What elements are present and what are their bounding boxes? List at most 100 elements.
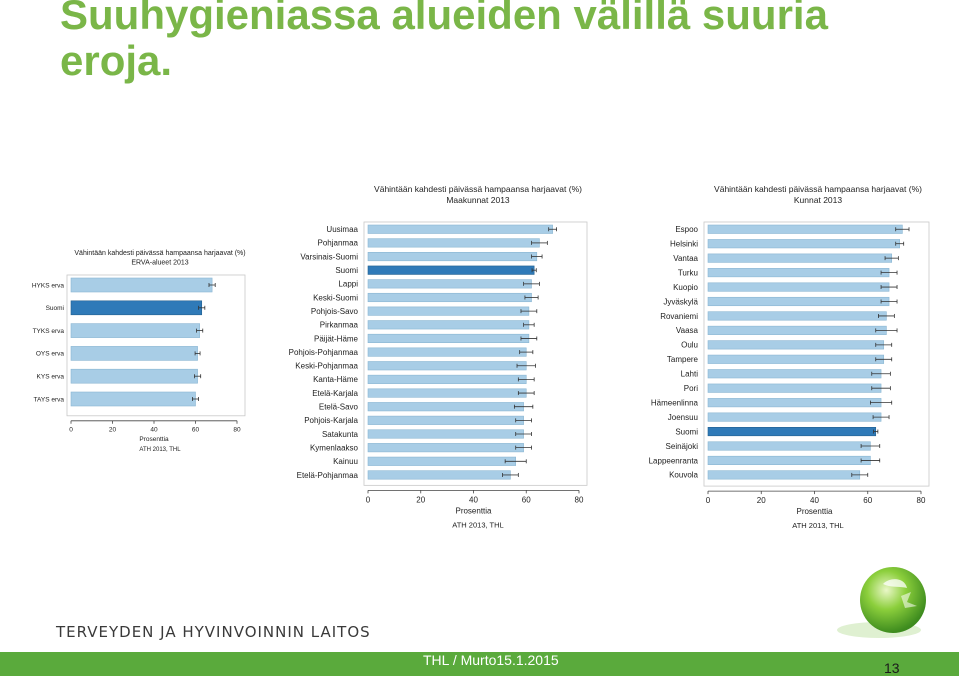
category-label: Suomi (675, 427, 698, 436)
x-tick-label: 20 (109, 426, 117, 433)
bar (367, 306, 530, 316)
plot-frame (66, 274, 246, 417)
bar (367, 388, 527, 398)
bar (707, 340, 885, 350)
category-label: Keski-Suomi (313, 293, 358, 302)
chart-title: Vähintään kahdesti päivässä hampaansa ha… (74, 250, 245, 257)
bar (70, 368, 198, 384)
bar (707, 398, 882, 408)
category-label: Lahti (681, 370, 699, 379)
x-tick-label: 0 (69, 426, 73, 433)
category-label: Espoo (675, 225, 698, 234)
chart-title: Vähintään kahdesti päivässä hampaansa ha… (374, 184, 582, 194)
chart-source: ATH 2013, THL (139, 447, 181, 453)
bar (367, 456, 516, 466)
organization-name: TERVEYDEN JA HYVINVOINNIN LAITOS (56, 623, 371, 641)
category-label: Suomi (46, 305, 64, 312)
bar (70, 300, 203, 316)
bar (367, 374, 527, 384)
x-tick-label: 20 (757, 496, 766, 505)
category-label: OYS erva (36, 351, 65, 358)
bar (707, 369, 882, 379)
category-label: Pohjanmaa (318, 239, 359, 248)
category-label: Päijät-Häme (314, 334, 359, 343)
bar (707, 383, 882, 393)
chart-kunnat: Vähintään kahdesti päivässä hampaansa ha… (649, 184, 930, 530)
category-label: HYKS erva (32, 282, 65, 289)
category-label: Oulu (681, 341, 698, 350)
plot-frame (363, 221, 588, 486)
x-axis-label: Prosenttia (455, 506, 492, 515)
thl-logo-icon (837, 567, 926, 638)
category-label: Pori (684, 384, 698, 393)
bar (707, 412, 882, 422)
category-label: Satakunta (322, 430, 359, 439)
bar (367, 238, 540, 248)
category-label: Kuopio (673, 283, 698, 292)
bar (70, 277, 213, 293)
category-label: Etelä-Pohjanmaa (297, 471, 359, 480)
bar (367, 252, 538, 262)
x-tick-label: 40 (150, 426, 158, 433)
x-tick-label: 60 (522, 495, 531, 504)
category-label: TYKS erva (33, 328, 65, 335)
bar (367, 347, 527, 357)
category-label: Lappeenranta (649, 456, 699, 465)
category-label: Kymenlaakso (310, 443, 359, 452)
slide-title: Suuhygieniassa alueiden välillä suuria e… (60, 0, 828, 84)
x-axis-label: Prosenttia (139, 436, 169, 443)
category-label: KYS erva (37, 373, 65, 380)
x-tick-label: 0 (366, 495, 371, 504)
category-label: Rovaniemi (660, 312, 698, 321)
bar (367, 279, 532, 289)
chart-erva: Vähintään kahdesti päivässä hampaansa ha… (32, 250, 246, 453)
x-tick-label: 60 (192, 426, 200, 433)
bar (367, 443, 524, 453)
bar (707, 253, 893, 263)
plot-frame (703, 221, 930, 487)
x-axis-label: Prosenttia (796, 507, 833, 516)
category-label: Kainuu (333, 457, 358, 466)
chart-source: ATH 2013, THL (452, 520, 503, 529)
bar (707, 354, 885, 364)
bar (367, 429, 524, 439)
bar (367, 265, 535, 275)
category-label: Etelä-Savo (319, 403, 359, 412)
chart-subtitle: Kunnat 2013 (794, 195, 842, 205)
category-label: Turku (678, 268, 698, 277)
chart-title: Vähintään kahdesti päivässä hampaansa ha… (714, 184, 922, 194)
bar (707, 427, 877, 437)
bar (367, 333, 530, 343)
bar (367, 292, 532, 303)
bar (367, 415, 524, 425)
bar (707, 282, 890, 292)
category-label: Etelä-Karjala (312, 389, 358, 398)
x-tick-label: 40 (469, 495, 478, 504)
category-label: Tampere (667, 355, 699, 364)
bar (367, 470, 511, 480)
category-label: Jyväskylä (663, 297, 698, 306)
category-label: Pirkanmaa (320, 321, 359, 330)
x-tick-label: 80 (917, 496, 926, 505)
category-label: Varsinais-Suomi (300, 252, 358, 261)
x-tick-label: 80 (575, 495, 584, 504)
category-label: Vaasa (676, 326, 699, 335)
x-tick-label: 60 (863, 496, 872, 505)
bar (707, 455, 871, 466)
x-tick-label: 0 (706, 496, 711, 505)
chart-subtitle: ERVA-alueet 2013 (131, 260, 188, 267)
bar (707, 325, 887, 335)
bar (70, 323, 200, 338)
chart-source: ATH 2013, THL (792, 521, 843, 530)
category-label: Vantaa (673, 254, 698, 263)
category-label: Lappi (338, 280, 358, 289)
category-label: TAYS erva (34, 396, 65, 403)
category-label: Uusimaa (326, 225, 358, 234)
bar (707, 441, 871, 451)
x-tick-label: 40 (810, 496, 819, 505)
bar (707, 311, 887, 321)
bar (70, 346, 198, 361)
category-label: Suomi (335, 266, 358, 275)
x-tick-label: 80 (233, 426, 241, 433)
chart-maakunnat: Vähintään kahdesti päivässä hampaansa ha… (289, 184, 588, 529)
